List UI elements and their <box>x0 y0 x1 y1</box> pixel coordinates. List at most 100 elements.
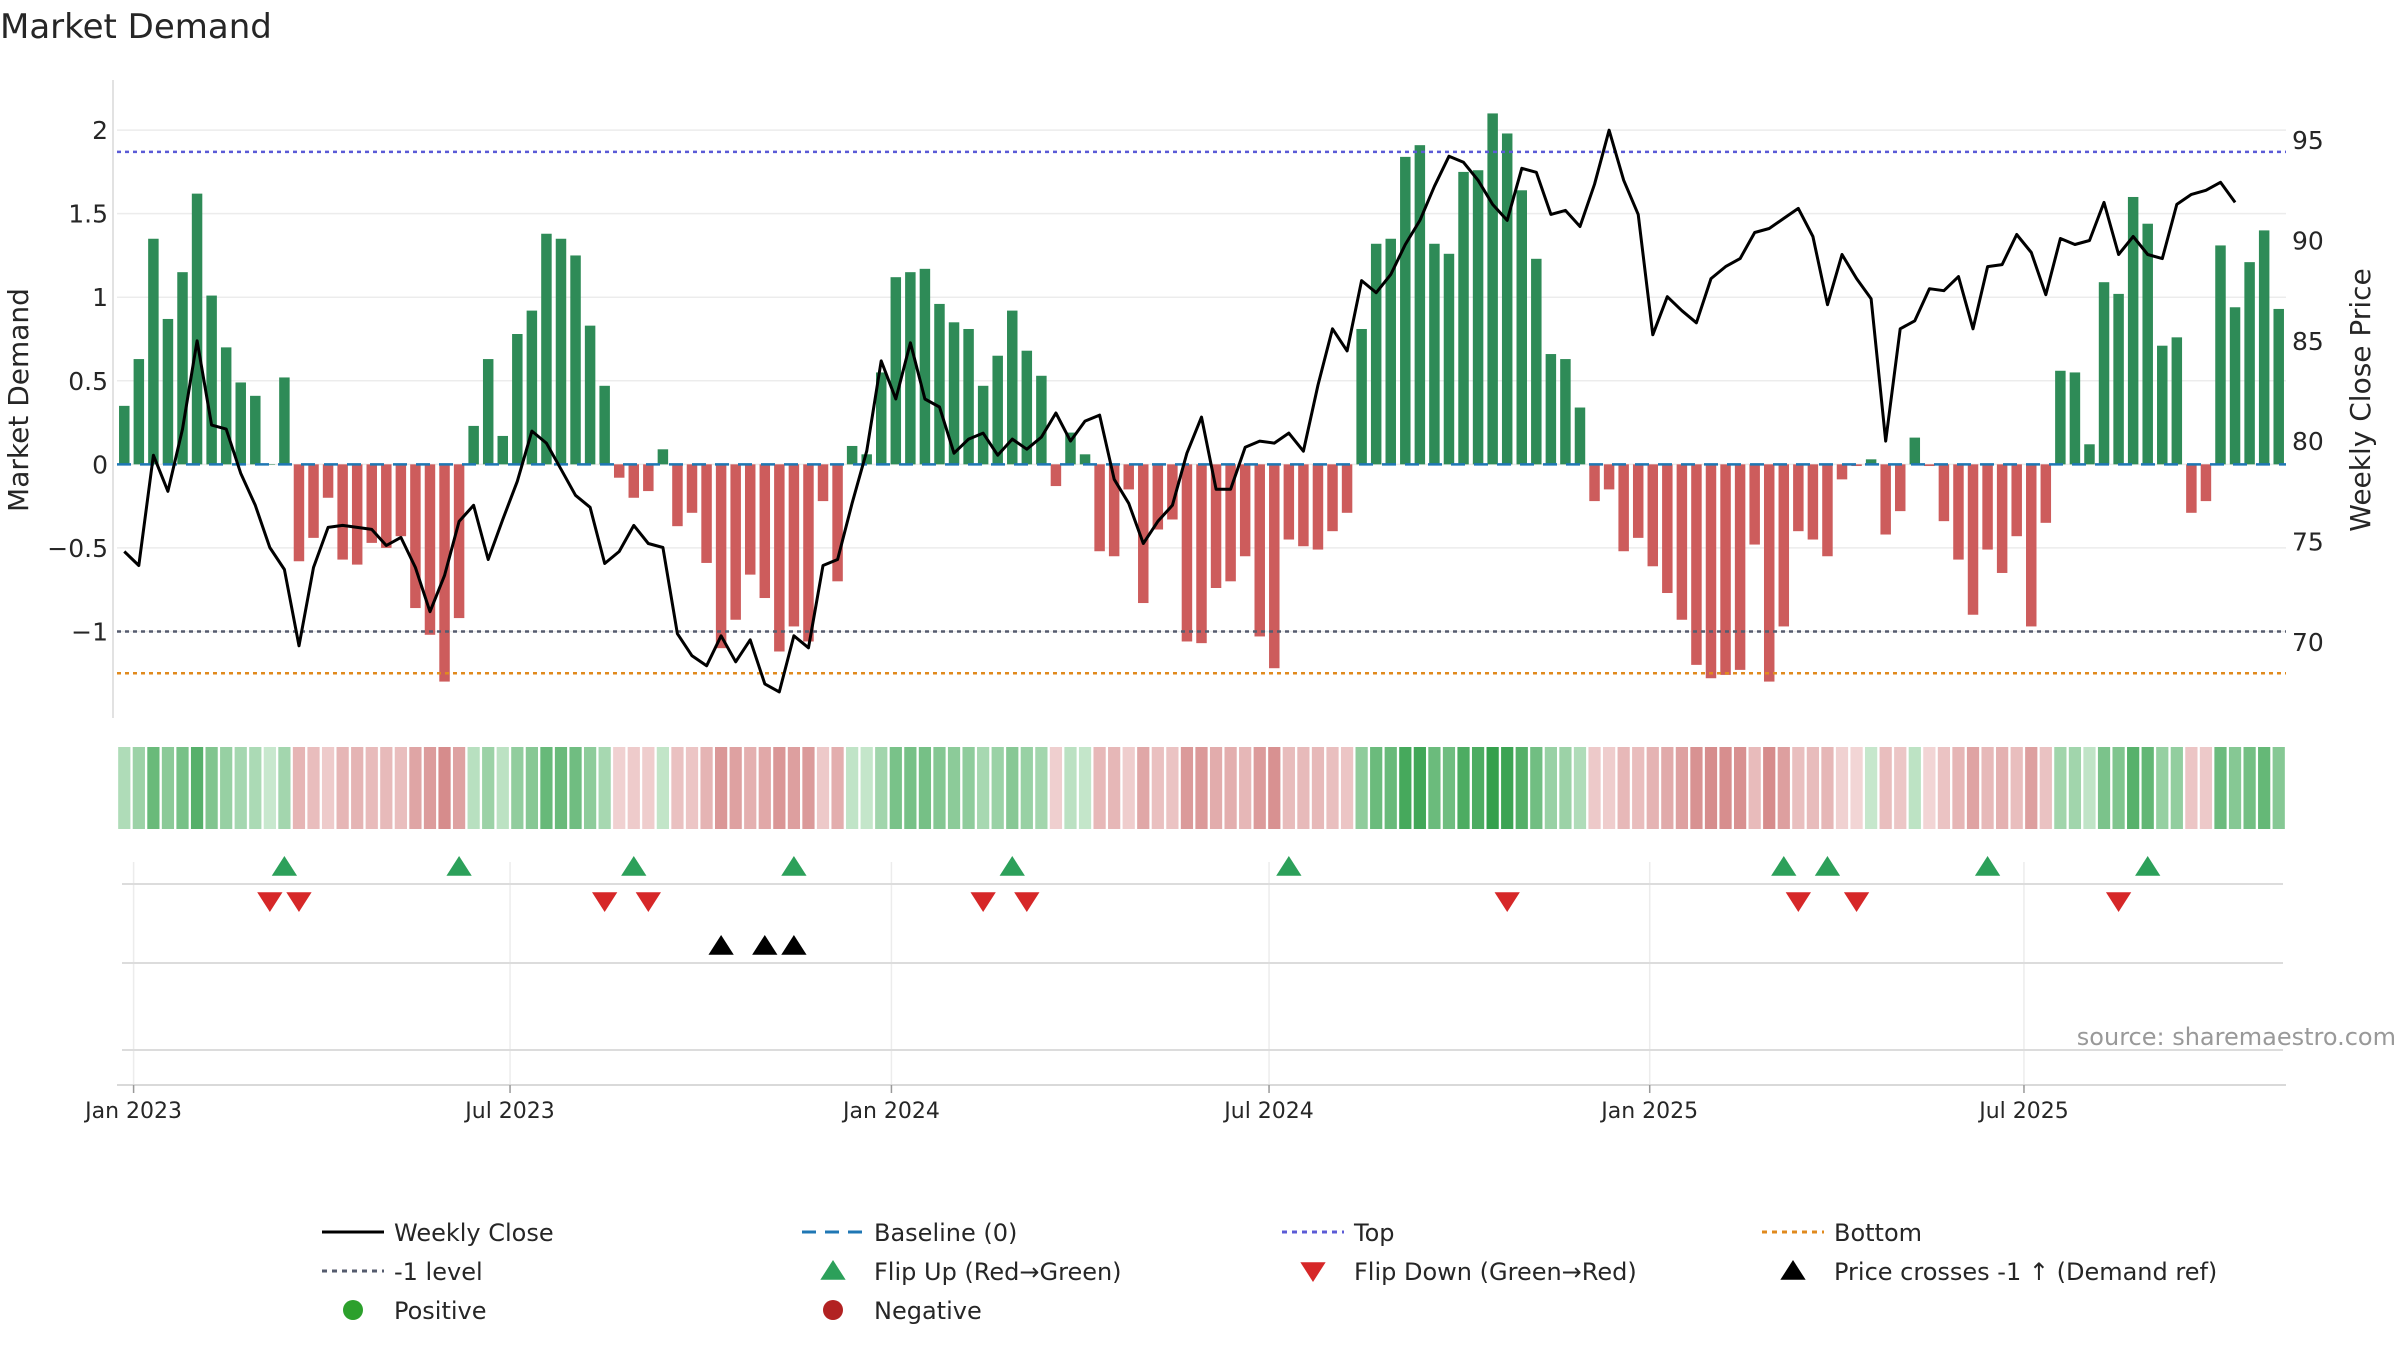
demand-bar <box>2244 262 2255 465</box>
demand-strip-cell <box>816 747 830 829</box>
flip-up-marker <box>2135 856 2161 876</box>
demand-strip-cell <box>1006 747 1019 829</box>
demand-bar <box>264 464 276 465</box>
demand-strip-cell <box>1078 747 1092 829</box>
demand-bar <box>2113 293 2124 465</box>
x-tick-label: Jul 2024 <box>1222 1099 1314 1124</box>
demand-bar <box>2011 464 2022 537</box>
demand-strip-cell <box>380 747 393 829</box>
demand-strip-cell <box>1224 747 1237 829</box>
demand-bar <box>1443 253 1455 465</box>
demand-strip-cell <box>1049 747 1063 829</box>
demand-strip-cell <box>482 747 495 829</box>
demand-strip-cell <box>962 747 975 829</box>
demand-bar <box>308 464 319 538</box>
reference-levels <box>117 150 2286 675</box>
y-tick-label: −1 <box>71 617 108 646</box>
demand-bar <box>1793 464 1804 532</box>
demand-strip-cell <box>2127 747 2140 829</box>
demand-strip-cell <box>1719 747 1732 829</box>
demand-strip-cell <box>2010 747 2023 829</box>
demand-strip-cell <box>2272 747 2285 829</box>
demand-bar <box>934 303 945 465</box>
demand-strip-cell <box>773 747 786 829</box>
demand-strip-cell <box>1981 747 1994 829</box>
demand-strip-cell <box>933 747 946 829</box>
legend-item: Negative <box>823 1297 982 1325</box>
demand-bar <box>468 425 479 465</box>
demand-strip-cell <box>1821 747 1834 829</box>
x-tick-label: Jan 2025 <box>1599 1099 1698 1124</box>
demand-bar <box>744 464 756 575</box>
demand-strip-cell <box>1923 747 1936 829</box>
demand-strip-cell <box>205 747 218 829</box>
demand-strip-cell <box>875 747 888 829</box>
demand-strip-cell <box>2199 747 2213 829</box>
legend-item: Bottom <box>1762 1219 1922 1247</box>
legend-label: Top <box>1353 1219 1395 1247</box>
demand-bar <box>2142 223 2153 465</box>
demand-bar <box>2258 230 2270 465</box>
demand-bar <box>2084 444 2095 465</box>
demand-strip-cell <box>2039 747 2052 829</box>
demand-bar <box>526 310 538 465</box>
demand-strip-cell <box>889 747 902 829</box>
demand-bar <box>1865 459 1877 465</box>
price-cross-marker <box>708 935 734 955</box>
demand-strip-cell <box>656 747 670 829</box>
demand-bar <box>1763 464 1775 682</box>
demand-strip-cell <box>1879 747 1892 829</box>
demand-bar <box>177 272 188 465</box>
demand-strip-cell <box>438 747 451 829</box>
demand-bar <box>1894 464 1906 512</box>
demand-strip-cell <box>2054 747 2067 829</box>
x-tick-label: Jul 2023 <box>463 1099 555 1124</box>
demand-strip-cell <box>1733 747 1747 829</box>
demand-strip-cell <box>1632 747 1645 829</box>
demand-strip-cell <box>1996 747 2009 829</box>
demand-strip-cell <box>1704 747 1718 829</box>
legend-label: Weekly Close <box>394 1219 554 1247</box>
demand-strip-cell <box>918 747 932 829</box>
flip-down-marker <box>1014 892 1040 912</box>
demand-strip-cell <box>1108 747 1121 829</box>
demand-strip-cell <box>1035 747 1048 829</box>
demand-strip-cell <box>525 747 538 829</box>
demand-strip-cell <box>1792 747 1805 829</box>
y2-axis-label: Weekly Close Price <box>2344 268 2377 531</box>
legend-swatch <box>820 1260 846 1280</box>
demand-strip-cell <box>1166 747 1179 829</box>
demand-strip-cell <box>1690 747 1703 829</box>
demand-strip-cell <box>2141 747 2154 829</box>
legend-swatch <box>343 1300 363 1320</box>
demand-bar <box>1414 145 1426 465</box>
demand-strip-cell <box>1937 747 1951 829</box>
flip-down-marker <box>1843 892 1870 912</box>
demand-strip-cell <box>321 747 335 829</box>
legend-label: Positive <box>394 1297 487 1325</box>
demand-bar <box>643 464 654 492</box>
demand-strip-cell <box>2185 747 2198 829</box>
demand-bar <box>1254 464 1265 637</box>
demand-strip-cell <box>977 747 990 829</box>
demand-strip-cell <box>1122 747 1135 829</box>
demand-bar <box>1269 464 1280 669</box>
demand-bar <box>861 454 872 465</box>
demand-strip-cell <box>1151 747 1164 829</box>
demand-strip-cell <box>1413 747 1426 829</box>
demand-bar <box>1123 464 1134 490</box>
demand-bar <box>1924 464 1935 467</box>
demand-strip-cell <box>511 747 524 829</box>
demand-bar <box>541 233 552 465</box>
demand-strip-cell <box>1311 747 1325 829</box>
demand-bar <box>948 322 960 465</box>
demand-strip-cell <box>947 747 961 829</box>
weekly-close-series <box>123 128 2237 694</box>
demand-bar <box>1749 464 1760 545</box>
demand-bar <box>701 464 712 563</box>
demand-bar <box>1298 464 1309 547</box>
demand-strip-cell <box>1850 747 1863 829</box>
demand-strip-cell <box>1239 747 1252 829</box>
demand-bar <box>2186 464 2197 513</box>
demand-bar <box>1370 243 1382 465</box>
